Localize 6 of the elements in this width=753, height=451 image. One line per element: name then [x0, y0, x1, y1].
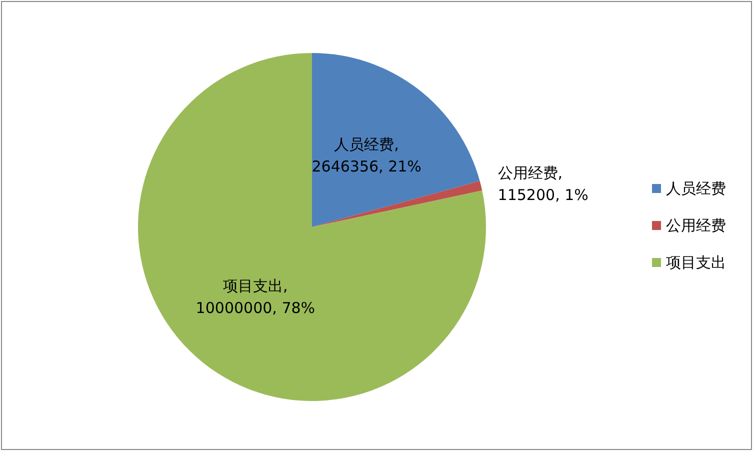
data-label: 人员经费, 2646356, 21% — [312, 135, 422, 176]
data-label: 公用经费, 115200, 1% — [498, 164, 588, 204]
data-label: 项目支出, 10000000, 78% — [196, 276, 316, 317]
legend-label: 人员经费 — [666, 180, 726, 198]
legend-label: 公用经费 — [666, 216, 726, 234]
legend-label: 项目支出 — [666, 254, 726, 272]
